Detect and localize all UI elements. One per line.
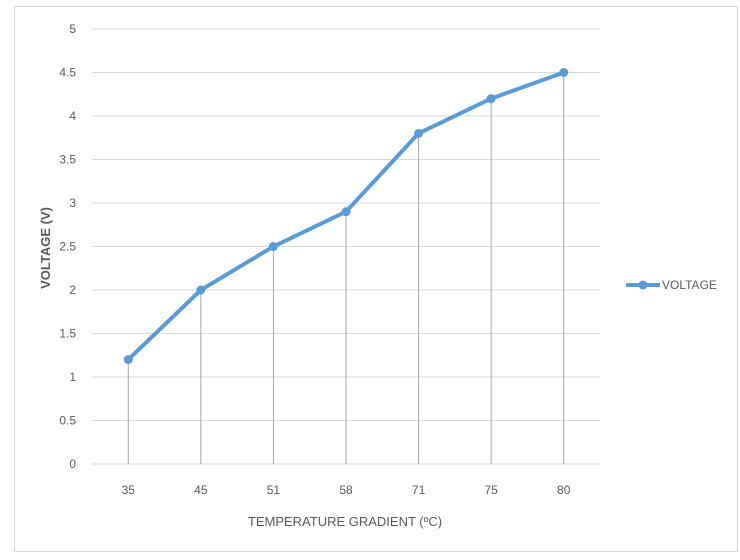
y-tick-label: 3 <box>69 196 76 210</box>
y-tick-label: 0.5 <box>59 414 76 428</box>
x-tick-label: 35 <box>122 483 136 497</box>
legend-label-voltage: VOLTAGE <box>662 278 717 292</box>
data-point-marker <box>196 285 206 295</box>
y-tick-label: 2.5 <box>59 240 76 254</box>
data-point-marker <box>341 207 351 217</box>
legend-swatch-marker <box>638 280 648 290</box>
x-axis-title: TEMPERATURE GRADIENT (ºC) <box>248 514 442 529</box>
x-tick-label: 71 <box>412 483 426 497</box>
y-tick-label: 1.5 <box>59 327 76 341</box>
y-tick-label: 4.5 <box>59 66 76 80</box>
y-tick-label: 3.5 <box>59 153 76 167</box>
y-tick-label: 0 <box>69 457 76 471</box>
data-point-marker <box>559 68 569 77</box>
x-tick-label: 58 <box>339 483 353 497</box>
x-tick-label: 75 <box>484 483 498 497</box>
drop-lines <box>127 72 565 464</box>
y-tick-label: 4 <box>69 109 76 123</box>
y-axis-title: VOLTAGE (V) <box>38 207 53 289</box>
data-point-marker <box>414 128 424 138</box>
y-tick-label: 1 <box>69 370 76 384</box>
series-voltage <box>123 68 569 365</box>
y-axis-ticks: 0 0.5 1 1.5 2 2.5 3 3.5 4 4.5 5 <box>59 22 76 471</box>
x-tick-label: 45 <box>194 483 208 497</box>
data-point-marker <box>123 355 133 365</box>
data-point-marker <box>268 242 278 251</box>
x-axis-ticks: 35 45 51 58 71 75 80 <box>122 483 571 497</box>
gridlines <box>92 28 600 465</box>
data-point-marker <box>486 94 496 104</box>
x-tick-label: 51 <box>267 483 281 497</box>
chart-frame <box>14 6 738 552</box>
legend: VOLTAGE <box>626 278 717 292</box>
y-tick-label: 5 <box>69 22 76 36</box>
y-tick-label: 2 <box>69 283 76 297</box>
x-tick-label: 80 <box>557 483 571 497</box>
